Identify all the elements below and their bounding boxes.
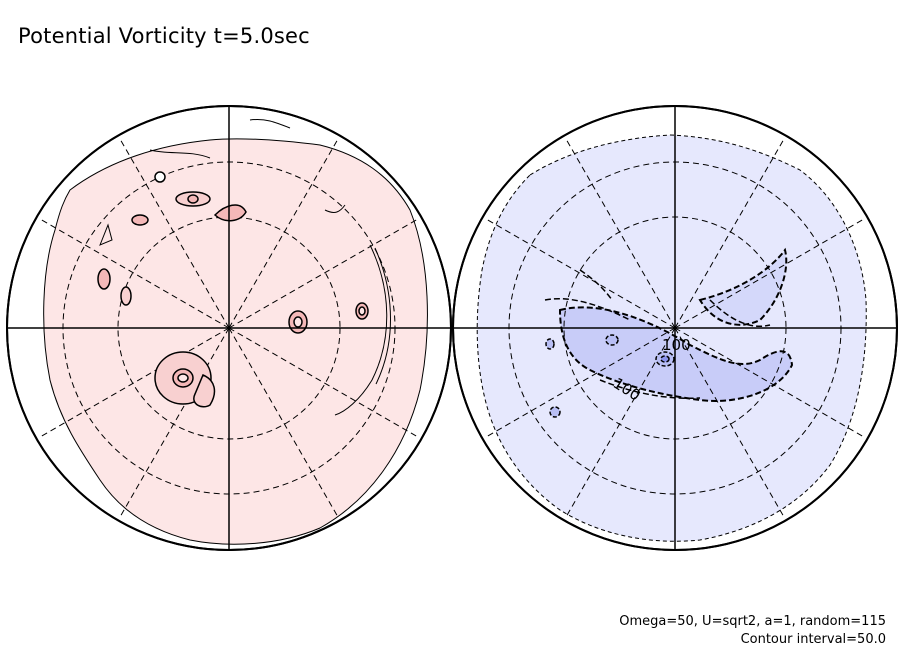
right-deep-region bbox=[558, 306, 794, 402]
left-meridians bbox=[39, 138, 419, 518]
right-meridians bbox=[485, 138, 865, 518]
left-hemisphere-panel bbox=[6, 105, 452, 551]
parameter-footnote: Omega=50, U=sqrt2, a=1, random=115 bbox=[619, 614, 886, 629]
contour-label-100-upper: 100 bbox=[662, 336, 691, 354]
chart-title: Potential Vorticity t=5.0sec bbox=[18, 24, 310, 48]
right-arc-band bbox=[698, 247, 788, 326]
right-filaments bbox=[544, 269, 771, 400]
left-positive-region bbox=[43, 138, 428, 545]
left-filaments bbox=[99, 119, 391, 416]
right-hemisphere-panel: 100 100 bbox=[452, 105, 898, 551]
contour-interval-footnote: Contour interval=50.0 bbox=[740, 632, 886, 647]
right-vortices bbox=[545, 334, 675, 418]
